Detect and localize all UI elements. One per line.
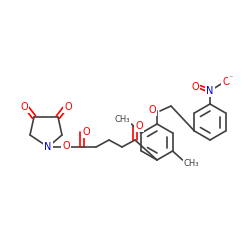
Text: O: O — [191, 82, 199, 92]
Text: N: N — [206, 86, 214, 96]
Text: O: O — [20, 102, 28, 112]
Text: O: O — [135, 121, 143, 131]
Text: O: O — [82, 127, 90, 137]
Text: ⁻: ⁻ — [229, 74, 233, 82]
Text: N: N — [44, 142, 52, 152]
Text: O: O — [148, 105, 156, 115]
Text: O: O — [64, 102, 72, 112]
Text: O: O — [62, 141, 70, 151]
Text: CH₃: CH₃ — [115, 116, 130, 124]
Text: CH₃: CH₃ — [184, 160, 199, 168]
Text: O: O — [222, 77, 230, 87]
